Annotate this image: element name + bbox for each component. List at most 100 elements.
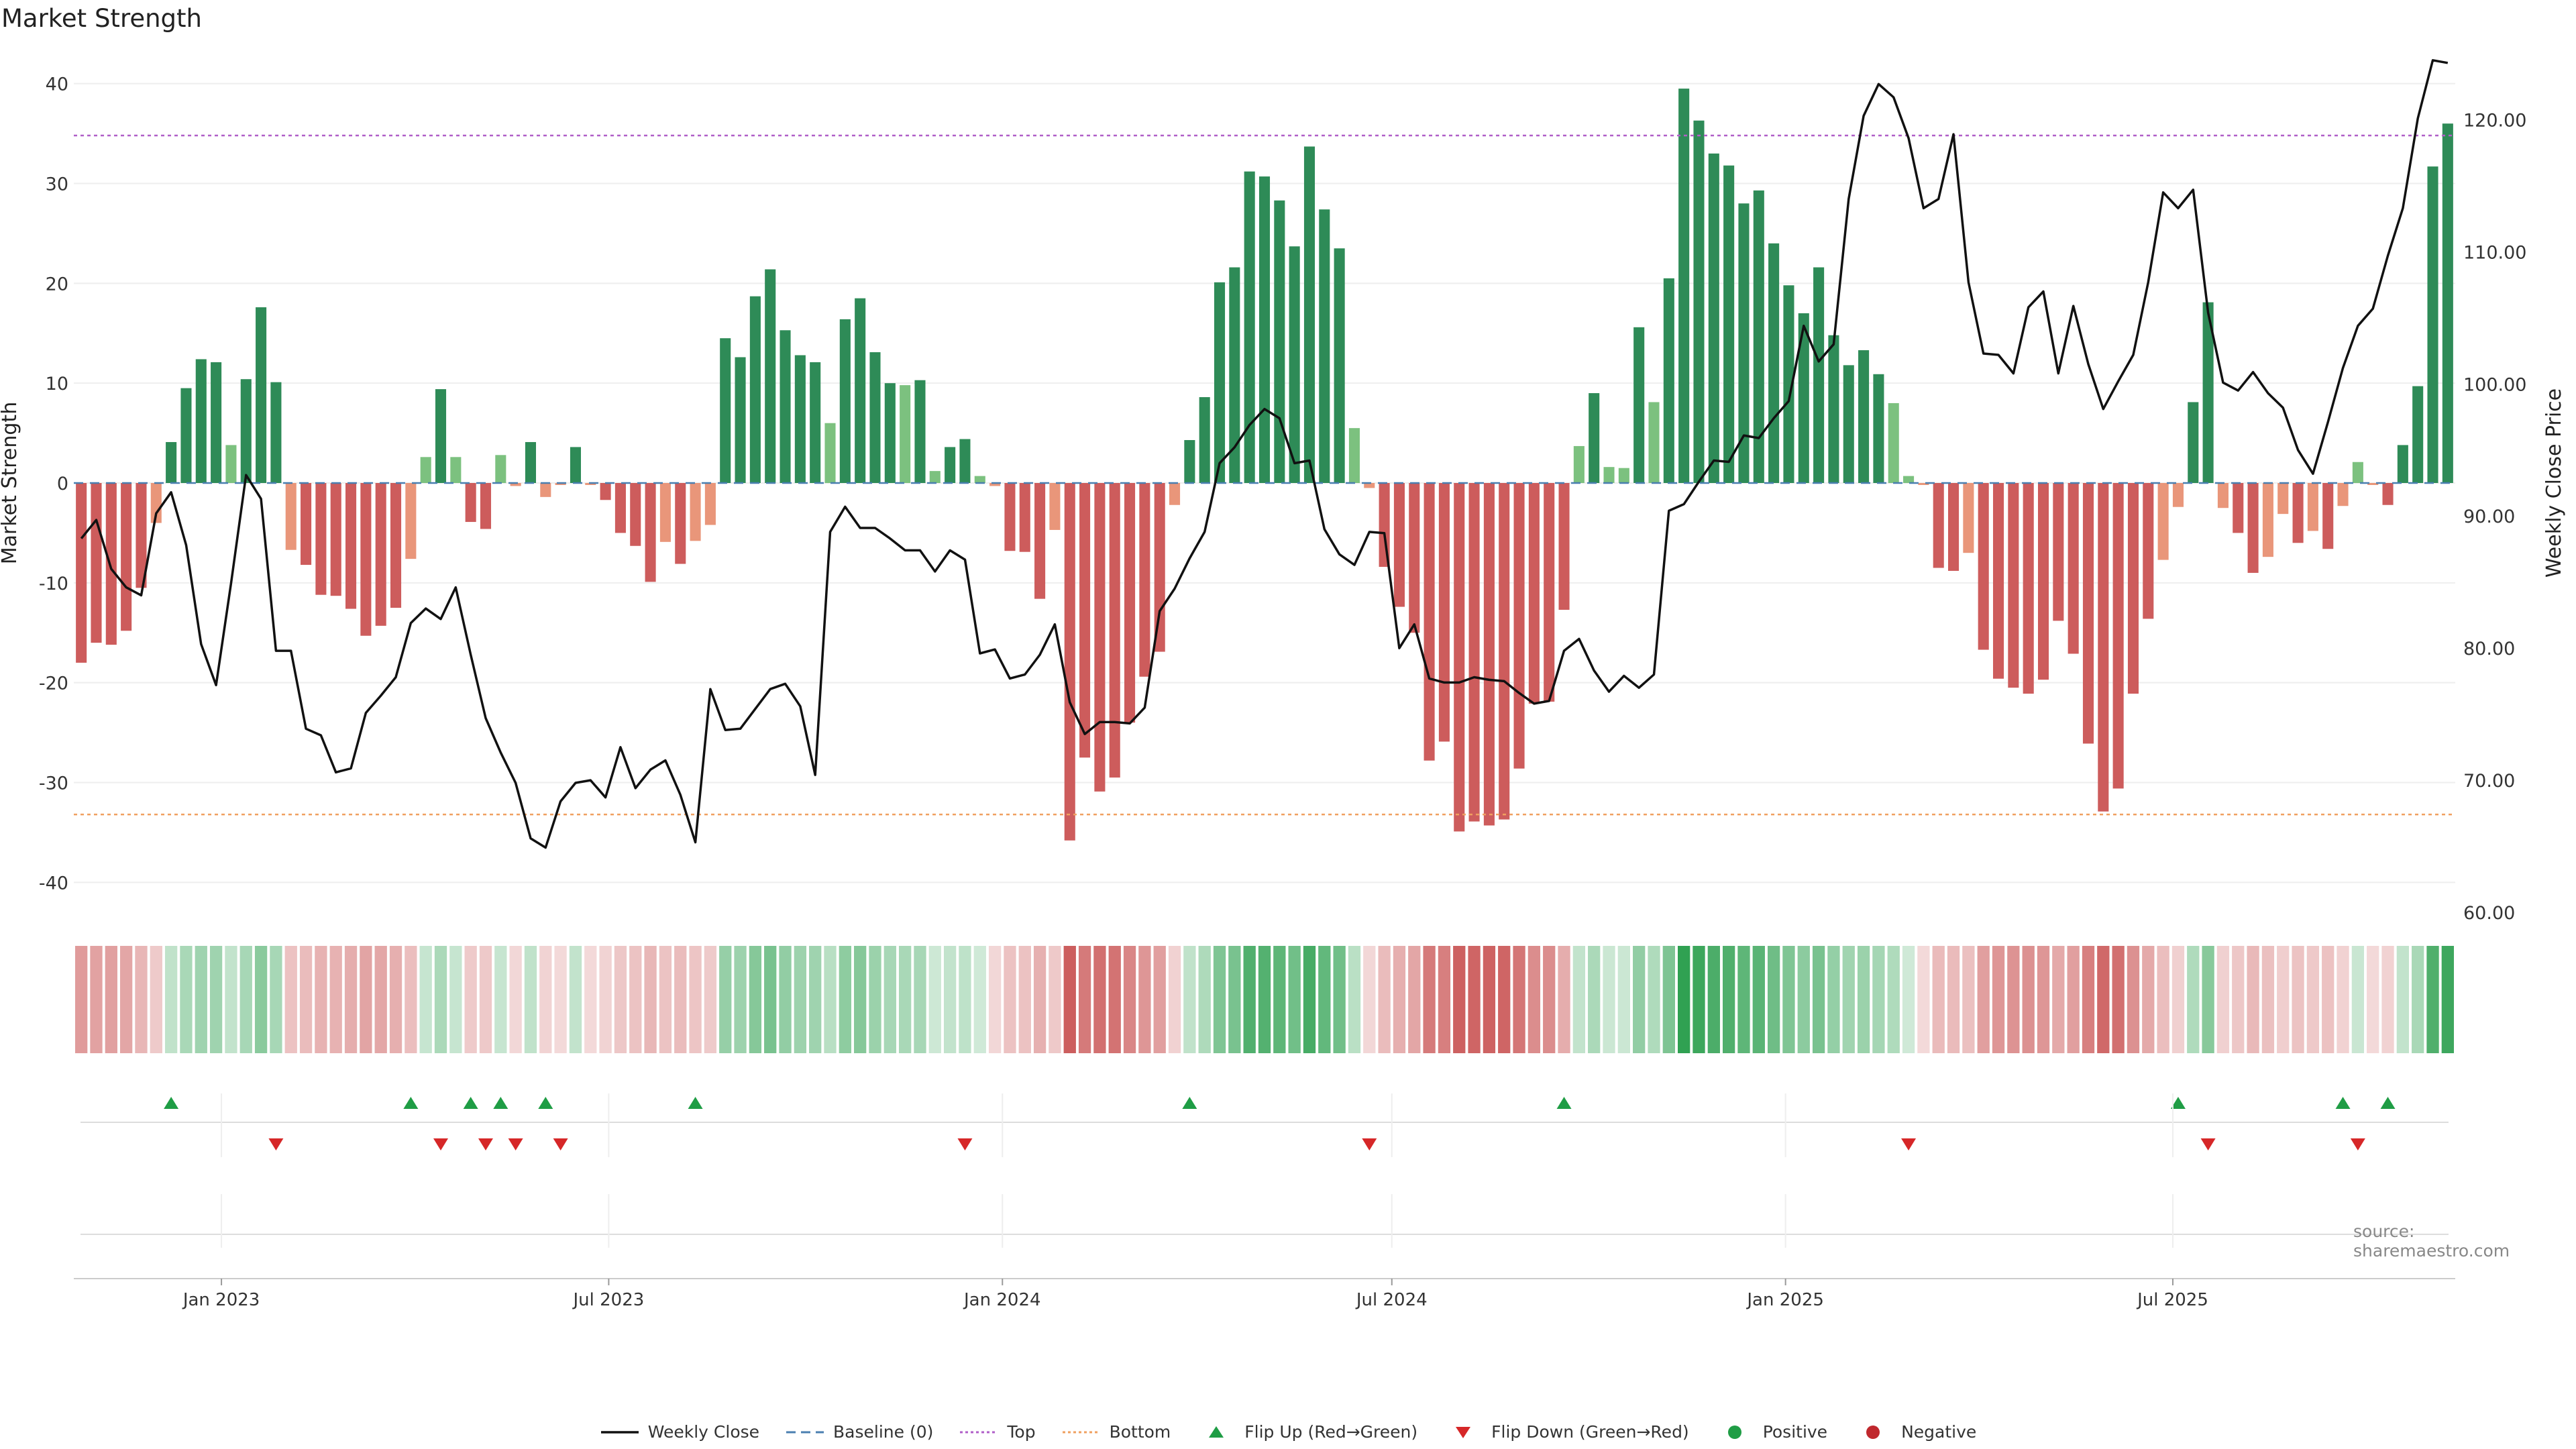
flip-down-marker <box>478 1138 493 1150</box>
heat-cell <box>1033 946 1046 1053</box>
y2-tick-label: 110.00 <box>2463 242 2526 263</box>
legend-symbol <box>1727 1425 1741 1439</box>
heat-cell <box>839 946 851 1053</box>
heat-cell <box>764 946 777 1053</box>
heat-cell <box>2157 946 2169 1053</box>
strength-bar <box>749 296 761 483</box>
strength-bar <box>2023 483 2034 694</box>
heat-cell <box>1767 946 1780 1053</box>
legend-symbol <box>960 1431 998 1433</box>
heat-cell <box>1273 946 1286 1053</box>
strength-bar <box>1558 483 1570 610</box>
heat-cell <box>449 946 462 1053</box>
y2-tick-label: 90.00 <box>2463 506 2515 527</box>
heat-cell <box>374 946 387 1053</box>
strength-bar <box>1573 445 1585 483</box>
heat-cell <box>1303 946 1316 1053</box>
heat-cell <box>2381 946 2394 1053</box>
heat-cell <box>1872 946 1885 1053</box>
legend-label: Baseline (0) <box>833 1422 934 1442</box>
flip-up-marker <box>1556 1097 1572 1109</box>
heat-cell <box>1902 946 1915 1053</box>
chart-title: Market Strength <box>1 4 202 33</box>
heat-cell <box>209 946 223 1053</box>
strength-bar <box>1244 171 1255 483</box>
heat-cell <box>1812 946 1825 1053</box>
heat-cell <box>659 946 672 1053</box>
heat-cell <box>1962 946 1975 1053</box>
y-tick-label: -20 <box>39 674 68 694</box>
strength-bar <box>2127 483 2139 694</box>
strength-bar <box>1513 483 1525 769</box>
strength-bar <box>1064 483 1075 841</box>
strength-bar <box>1693 120 1705 483</box>
heat-cell <box>1063 946 1076 1053</box>
heat-cell <box>1678 946 1690 1053</box>
strength-bar <box>555 483 566 485</box>
heat-cell <box>689 946 702 1053</box>
legend-symbol <box>1866 1425 1880 1439</box>
strength-bar <box>1544 483 1555 702</box>
weekly-close-line <box>80 59 2449 849</box>
strength-bar <box>1603 467 1615 483</box>
strength-bar <box>1918 483 1929 485</box>
flip-down-marker <box>508 1138 523 1150</box>
heat-cell <box>1468 946 1481 1053</box>
heat-cell <box>1797 946 1810 1053</box>
heat-cell <box>749 946 762 1053</box>
heat-cell <box>1737 946 1750 1053</box>
strength-bar <box>1903 476 1915 483</box>
heat-cell <box>2171 946 2185 1053</box>
strength-bar <box>2068 483 2079 654</box>
heat-cell <box>329 946 342 1053</box>
strength-bar <box>2053 483 2064 621</box>
heat-cell <box>943 946 957 1053</box>
y-axis-label: Market Strength <box>0 402 21 564</box>
heat-cell <box>195 946 207 1053</box>
strength-bar <box>1424 483 1435 761</box>
strength-bar <box>1843 365 1854 483</box>
y-axis-left: -40 -30 -20 -10 0 10 20 30 40 <box>39 74 68 894</box>
heat-cell <box>180 946 193 1053</box>
heat-cell <box>2367 946 2379 1053</box>
heat-cell <box>1992 946 2005 1053</box>
y-tick-label: 20 <box>46 274 68 294</box>
heat-cell <box>2306 946 2320 1053</box>
legend-item: Top <box>959 1422 1036 1442</box>
heat-cell <box>2127 946 2140 1053</box>
heat-cell <box>1093 946 1106 1053</box>
heat-cell <box>1183 946 1196 1053</box>
heat-cell <box>2037 946 2050 1053</box>
heat-cell <box>419 946 432 1053</box>
heat-cell <box>614 946 627 1053</box>
strength-bar <box>195 359 207 483</box>
heat-cell <box>225 946 237 1053</box>
strength-bar <box>1334 248 1345 483</box>
legend-item: Baseline (0) <box>785 1422 933 1442</box>
legend-item: Bottom <box>1061 1422 1171 1442</box>
strength-bar <box>405 483 417 559</box>
strength-bar <box>810 362 821 483</box>
strength-bar <box>76 483 87 663</box>
heat-cell <box>524 946 537 1053</box>
strength-bar <box>869 352 881 483</box>
strength-bar <box>2157 483 2169 560</box>
flip-down-marker <box>1362 1138 1377 1150</box>
y2-axis-label: Weekly Close Price <box>2542 388 2566 578</box>
strength-bar <box>2352 462 2363 483</box>
y-tick-label: 40 <box>46 74 68 95</box>
legend-item: Positive <box>1715 1422 1827 1442</box>
legend-item: Flip Up (Red→Green) <box>1196 1422 1417 1442</box>
strength-bar <box>1079 483 1091 758</box>
strength-bar <box>1888 402 1899 483</box>
heat-cell <box>2052 946 2065 1053</box>
strength-bar <box>1094 483 1106 792</box>
legend-item: Weekly Close <box>600 1422 759 1442</box>
y2-tick-label: 80.00 <box>2463 639 2515 659</box>
heat-cell <box>464 946 477 1053</box>
strength-bar <box>2112 483 2124 789</box>
strength-bar <box>1589 393 1600 483</box>
heat-cell <box>2082 946 2095 1053</box>
strength-bar <box>1364 483 1375 488</box>
strength-bar <box>1199 397 1210 483</box>
